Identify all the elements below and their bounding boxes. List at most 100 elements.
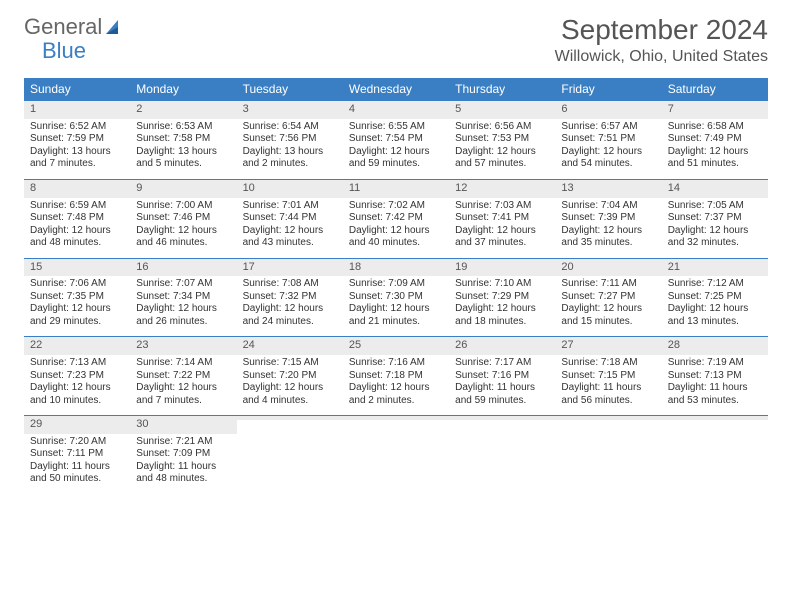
sunrise-text: Sunrise: 6:59 AM: [30, 200, 124, 213]
day-number: 9: [130, 180, 236, 198]
sunset-text: Sunset: 7:23 PM: [30, 370, 124, 383]
day-cell: 6Sunrise: 6:57 AMSunset: 7:51 PMDaylight…: [555, 101, 661, 179]
daylight-text: and 37 minutes.: [455, 237, 549, 250]
daylight-text: Daylight: 12 hours: [561, 303, 655, 316]
daylight-text: and 18 minutes.: [455, 316, 549, 329]
sunrise-text: Sunrise: 7:06 AM: [30, 278, 124, 291]
sunset-text: Sunset: 7:13 PM: [668, 370, 762, 383]
day-number: 14: [662, 180, 768, 198]
daylight-text: Daylight: 12 hours: [30, 303, 124, 316]
day-cell: 4Sunrise: 6:55 AMSunset: 7:54 PMDaylight…: [343, 101, 449, 179]
daylight-text: and 15 minutes.: [561, 316, 655, 329]
daylight-text: Daylight: 11 hours: [30, 461, 124, 474]
daylight-text: and 50 minutes.: [30, 473, 124, 486]
sunrise-text: Sunrise: 7:03 AM: [455, 200, 549, 213]
day-cell: 14Sunrise: 7:05 AMSunset: 7:37 PMDayligh…: [662, 180, 768, 258]
daylight-text: Daylight: 11 hours: [561, 382, 655, 395]
week-row: 15Sunrise: 7:06 AMSunset: 7:35 PMDayligh…: [24, 258, 768, 337]
day-body: [662, 420, 768, 478]
weeks-container: 1Sunrise: 6:52 AMSunset: 7:59 PMDaylight…: [24, 100, 768, 494]
day-cell: [662, 416, 768, 494]
weekday-header-row: Sunday Monday Tuesday Wednesday Thursday…: [24, 78, 768, 100]
daylight-text: Daylight: 12 hours: [243, 303, 337, 316]
day-body: Sunrise: 7:17 AMSunset: 7:16 PMDaylight:…: [449, 355, 555, 415]
day-body: Sunrise: 7:21 AMSunset: 7:09 PMDaylight:…: [130, 434, 236, 494]
daylight-text: and 35 minutes.: [561, 237, 655, 250]
sunrise-text: Sunrise: 7:04 AM: [561, 200, 655, 213]
title-block: September 2024 Willowick, Ohio, United S…: [555, 14, 768, 66]
daylight-text: Daylight: 12 hours: [349, 225, 443, 238]
day-number: 10: [237, 180, 343, 198]
sunset-text: Sunset: 7:56 PM: [243, 133, 337, 146]
day-number: 7: [662, 101, 768, 119]
day-number: 23: [130, 337, 236, 355]
day-number: 11: [343, 180, 449, 198]
sunset-text: Sunset: 7:37 PM: [668, 212, 762, 225]
day-cell: 3Sunrise: 6:54 AMSunset: 7:56 PMDaylight…: [237, 101, 343, 179]
daylight-text: Daylight: 11 hours: [136, 461, 230, 474]
sunrise-text: Sunrise: 6:52 AM: [30, 121, 124, 134]
daylight-text: Daylight: 12 hours: [349, 382, 443, 395]
sunset-text: Sunset: 7:11 PM: [30, 448, 124, 461]
daylight-text: Daylight: 12 hours: [455, 225, 549, 238]
day-cell: [449, 416, 555, 494]
daylight-text: and 43 minutes.: [243, 237, 337, 250]
sunset-text: Sunset: 7:20 PM: [243, 370, 337, 383]
day-number: 26: [449, 337, 555, 355]
day-cell: 11Sunrise: 7:02 AMSunset: 7:42 PMDayligh…: [343, 180, 449, 258]
day-number: 8: [24, 180, 130, 198]
sunrise-text: Sunrise: 7:20 AM: [30, 436, 124, 449]
day-body: Sunrise: 7:07 AMSunset: 7:34 PMDaylight:…: [130, 276, 236, 336]
day-number: 30: [130, 416, 236, 434]
sunrise-text: Sunrise: 7:18 AM: [561, 357, 655, 370]
sunset-text: Sunset: 7:30 PM: [349, 291, 443, 304]
sunset-text: Sunset: 7:41 PM: [455, 212, 549, 225]
day-body: Sunrise: 7:14 AMSunset: 7:22 PMDaylight:…: [130, 355, 236, 415]
day-body: Sunrise: 7:11 AMSunset: 7:27 PMDaylight:…: [555, 276, 661, 336]
day-body: Sunrise: 7:13 AMSunset: 7:23 PMDaylight:…: [24, 355, 130, 415]
day-number: 17: [237, 259, 343, 277]
daylight-text: and 53 minutes.: [668, 395, 762, 408]
sunrise-text: Sunrise: 7:21 AM: [136, 436, 230, 449]
day-body: Sunrise: 7:15 AMSunset: 7:20 PMDaylight:…: [237, 355, 343, 415]
day-body: Sunrise: 7:18 AMSunset: 7:15 PMDaylight:…: [555, 355, 661, 415]
sunrise-text: Sunrise: 6:56 AM: [455, 121, 549, 134]
daylight-text: and 48 minutes.: [136, 473, 230, 486]
sunrise-text: Sunrise: 7:10 AM: [455, 278, 549, 291]
sunset-text: Sunset: 7:46 PM: [136, 212, 230, 225]
sunset-text: Sunset: 7:35 PM: [30, 291, 124, 304]
sunrise-text: Sunrise: 7:05 AM: [668, 200, 762, 213]
daylight-text: and 13 minutes.: [668, 316, 762, 329]
day-cell: 5Sunrise: 6:56 AMSunset: 7:53 PMDaylight…: [449, 101, 555, 179]
sunset-text: Sunset: 7:51 PM: [561, 133, 655, 146]
day-body: Sunrise: 7:00 AMSunset: 7:46 PMDaylight:…: [130, 198, 236, 258]
daylight-text: Daylight: 12 hours: [668, 146, 762, 159]
sunset-text: Sunset: 7:27 PM: [561, 291, 655, 304]
day-body: Sunrise: 7:04 AMSunset: 7:39 PMDaylight:…: [555, 198, 661, 258]
day-body: Sunrise: 6:58 AMSunset: 7:49 PMDaylight:…: [662, 119, 768, 179]
day-number: 16: [130, 259, 236, 277]
day-cell: 2Sunrise: 6:53 AMSunset: 7:58 PMDaylight…: [130, 101, 236, 179]
week-row: 22Sunrise: 7:13 AMSunset: 7:23 PMDayligh…: [24, 336, 768, 415]
sunrise-text: Sunrise: 7:09 AM: [349, 278, 443, 291]
daylight-text: and 51 minutes.: [668, 158, 762, 171]
daylight-text: Daylight: 11 hours: [668, 382, 762, 395]
day-body: [343, 420, 449, 478]
daylight-text: and 48 minutes.: [30, 237, 124, 250]
daylight-text: and 2 minutes.: [349, 395, 443, 408]
week-row: 8Sunrise: 6:59 AMSunset: 7:48 PMDaylight…: [24, 179, 768, 258]
daylight-text: and 40 minutes.: [349, 237, 443, 250]
daylight-text: and 7 minutes.: [30, 158, 124, 171]
daylight-text: and 2 minutes.: [243, 158, 337, 171]
location-text: Willowick, Ohio, United States: [555, 48, 768, 66]
sunset-text: Sunset: 7:25 PM: [668, 291, 762, 304]
day-cell: 30Sunrise: 7:21 AMSunset: 7:09 PMDayligh…: [130, 416, 236, 494]
weekday-header: Sunday: [24, 78, 130, 100]
sunrise-text: Sunrise: 6:55 AM: [349, 121, 443, 134]
logo-text-blue: Blue: [42, 38, 86, 64]
day-body: Sunrise: 7:08 AMSunset: 7:32 PMDaylight:…: [237, 276, 343, 336]
sunrise-text: Sunrise: 6:54 AM: [243, 121, 337, 134]
daylight-text: and 59 minutes.: [455, 395, 549, 408]
weekday-header: Saturday: [662, 78, 768, 100]
daylight-text: Daylight: 12 hours: [455, 146, 549, 159]
